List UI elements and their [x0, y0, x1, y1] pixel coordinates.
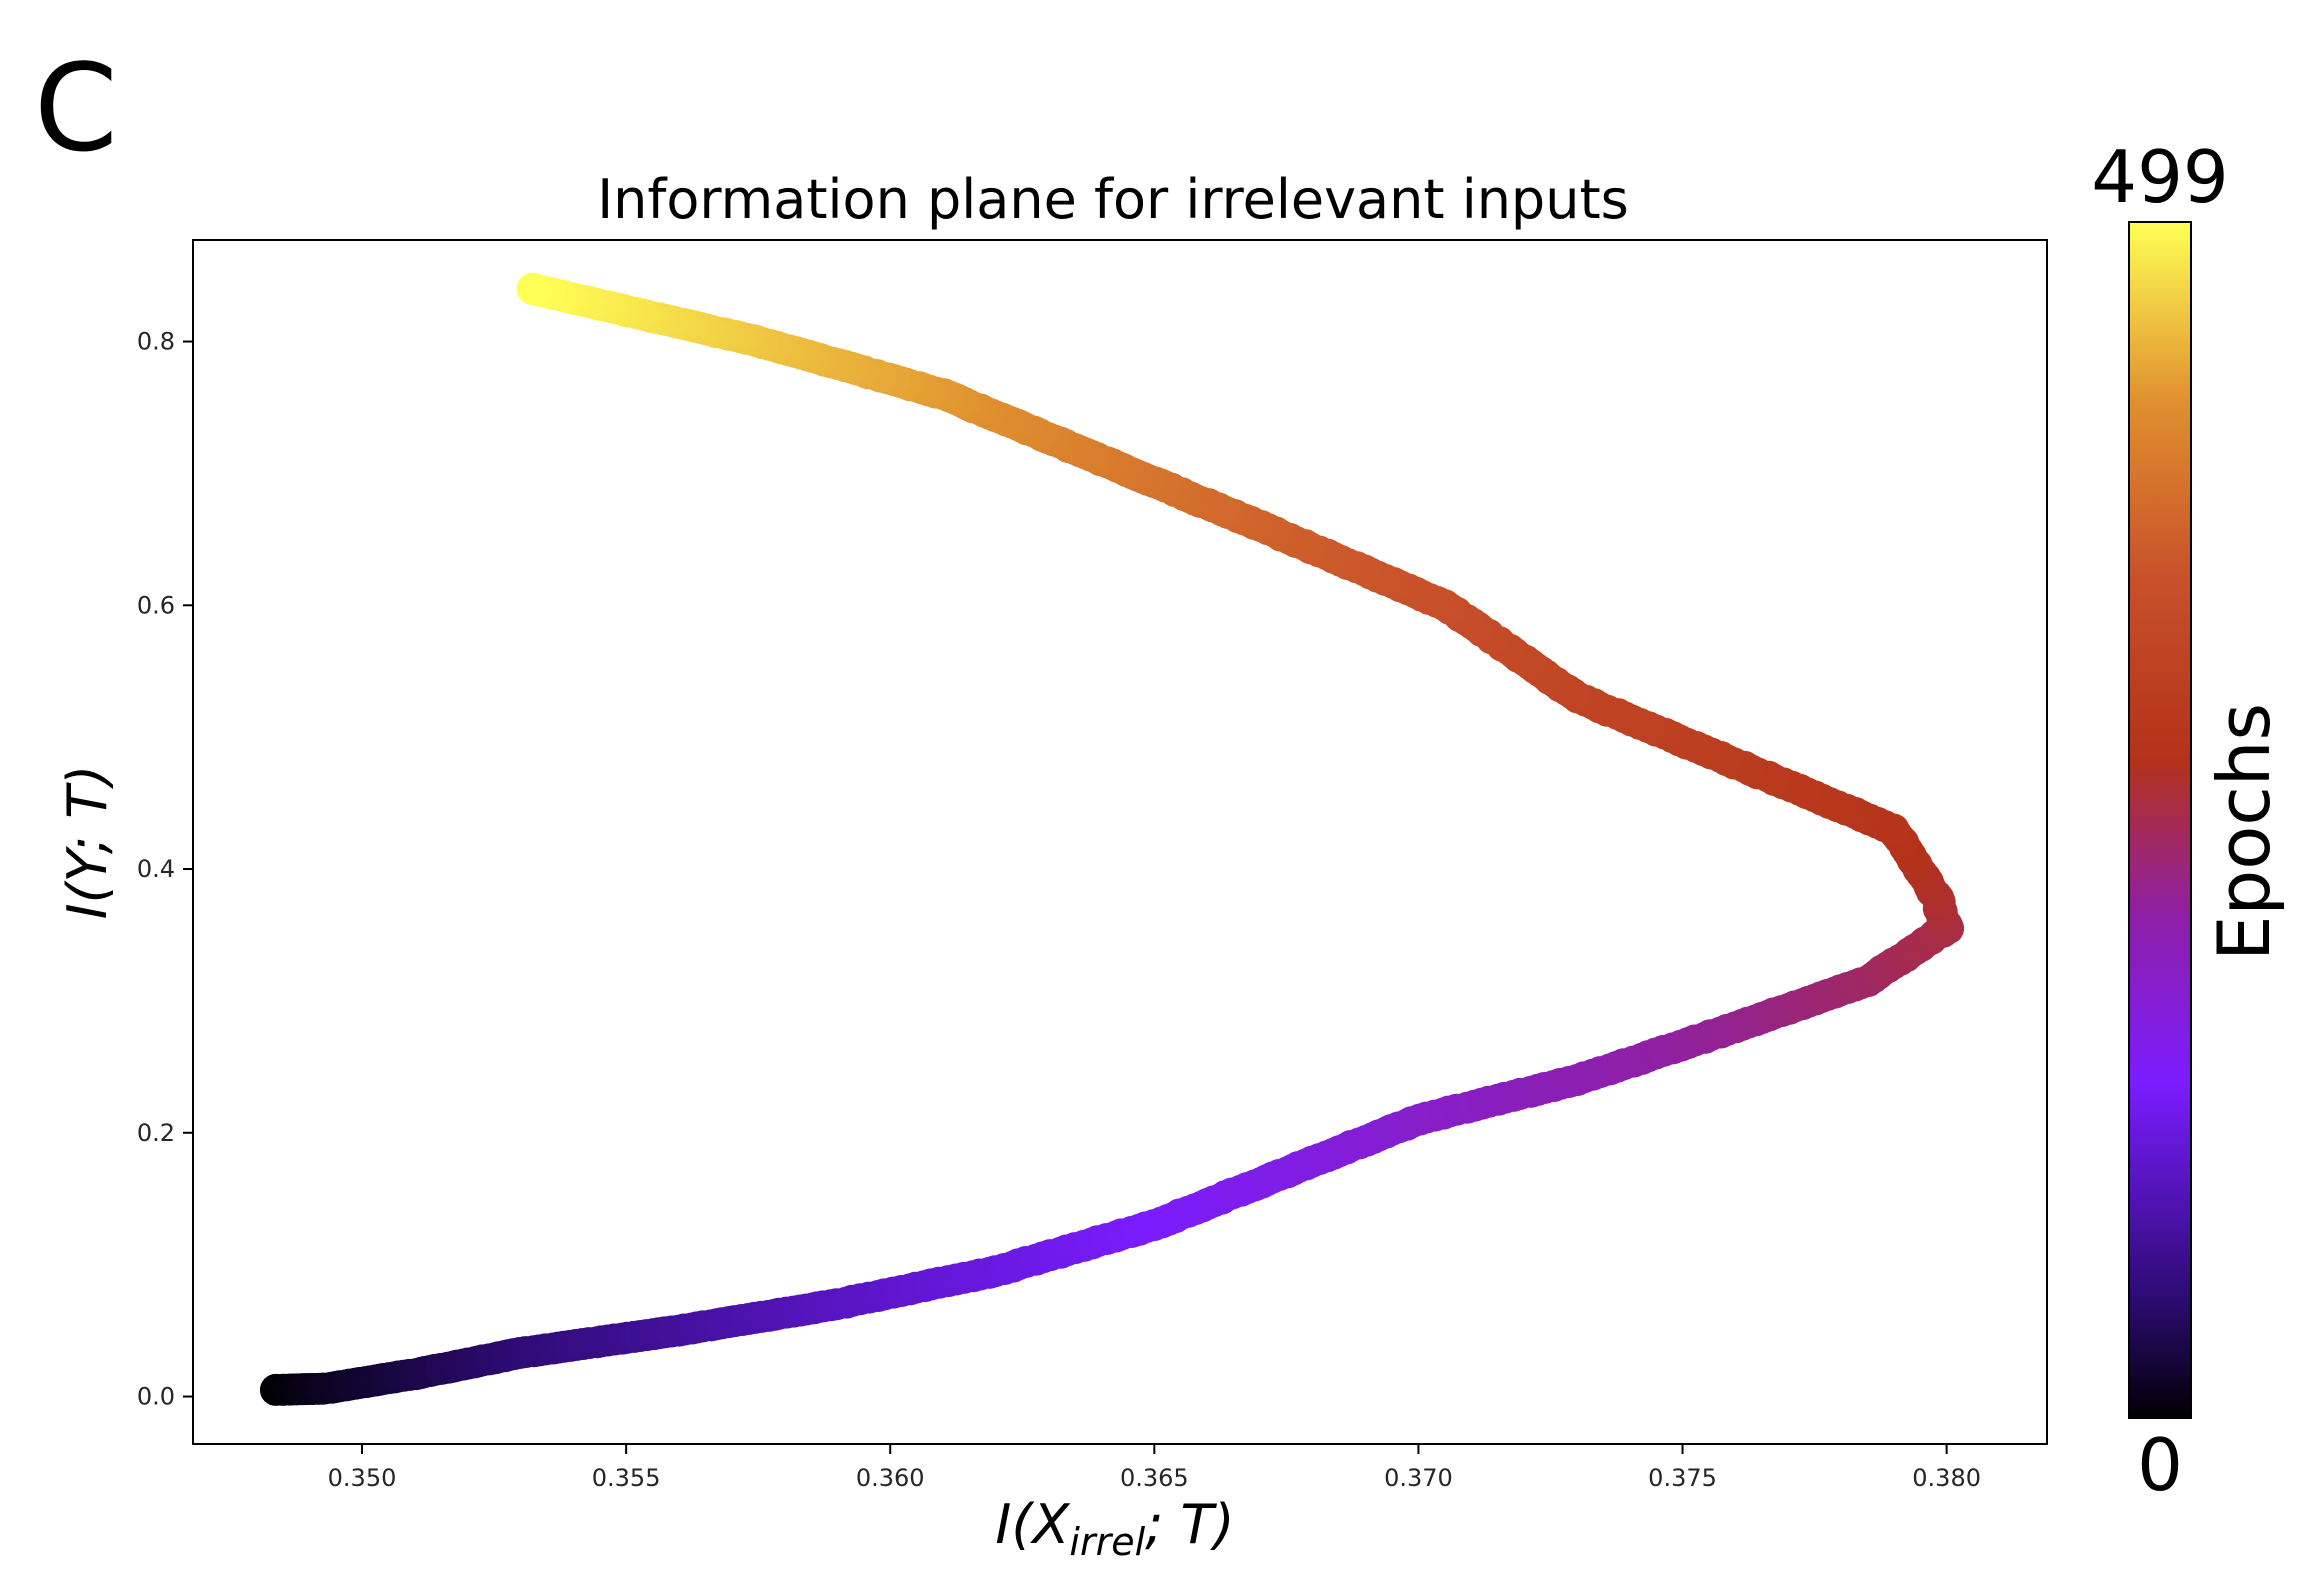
plot-frame — [192, 239, 2048, 1445]
x-tick-label: 0.380 — [1912, 1464, 1981, 1492]
y-axis-ticks: 0.0 0.2 0.4 0.6 0.8 — [137, 328, 193, 1411]
y-axis-label: I(Y; T) — [56, 765, 119, 920]
x-axis-label-main: I(X — [995, 1493, 1070, 1556]
x-tick-label: 0.375 — [1648, 1464, 1717, 1492]
x-tick-label: 0.355 — [592, 1464, 661, 1492]
colorbar-label: Epochs — [2202, 703, 2286, 961]
x-tick-label: 0.365 — [1120, 1464, 1189, 1492]
y-tick-label: 0.6 — [137, 591, 175, 619]
y-tick-label: 0.0 — [137, 1383, 175, 1411]
x-tick-label: 0.360 — [856, 1464, 925, 1492]
y-tick-label: 0.4 — [137, 855, 175, 883]
y-tick-label: 0.2 — [137, 1119, 175, 1147]
colorbar-max-label: 499 — [2091, 135, 2228, 219]
y-tick-label: 0.8 — [137, 328, 175, 356]
trajectory-points — [259, 272, 1965, 1406]
x-tick-label: 0.350 — [328, 1464, 397, 1492]
panel-letter: C — [34, 40, 118, 179]
x-tick-label: 0.370 — [1384, 1464, 1453, 1492]
colorbar — [2128, 221, 2192, 1419]
x-axis-label-sub: irrel — [1069, 1520, 1145, 1564]
colorbar-min-label: 0 — [2137, 1423, 2183, 1507]
x-axis-label-tail: ; T) — [1145, 1493, 1234, 1556]
x-axis-label: I(Xirrel; T) — [995, 1493, 1234, 1564]
chart-title: Information plane for irrelevant inputs — [597, 168, 1629, 231]
trajectory-point — [516, 272, 549, 305]
x-axis-ticks: 0.350 0.355 0.360 0.365 0.370 0.375 0.380 — [328, 1444, 1981, 1492]
